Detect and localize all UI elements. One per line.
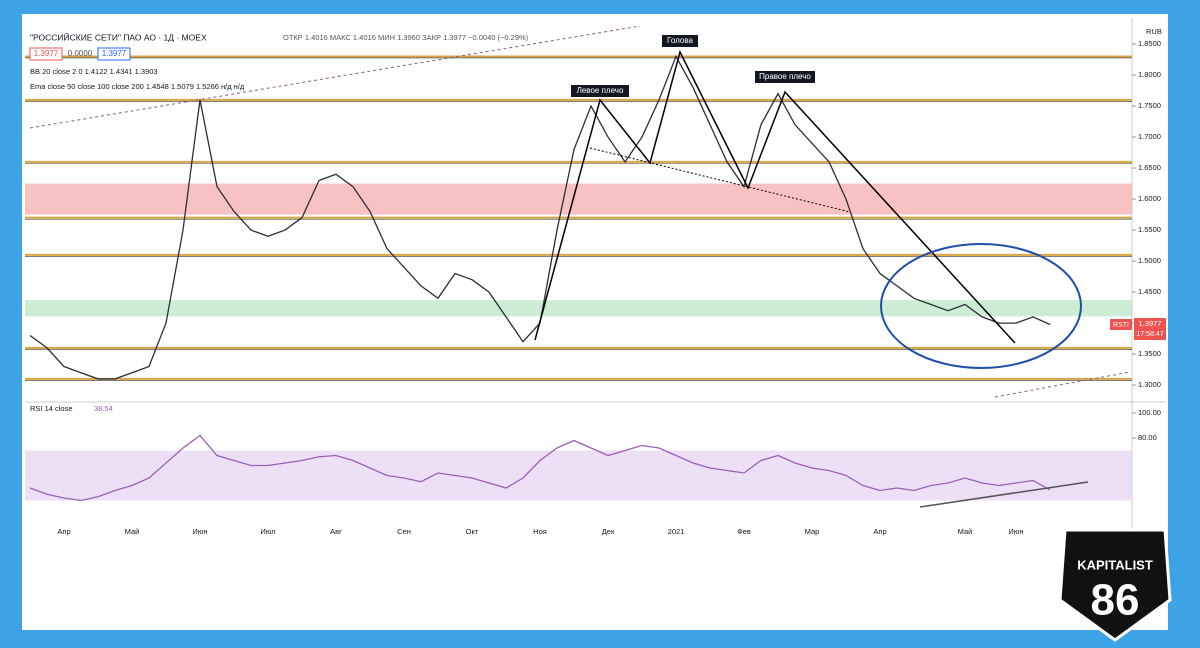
annotation: Голова [667,36,693,45]
annotation: Правое плечо [759,72,811,81]
price-line [29,434,1051,502]
x-tick-label: Июн [192,527,207,536]
ticker-tag: RSTI [1113,322,1129,329]
plot: 1.30001.35001.40001.45001.50001.55001.60… [25,18,1166,540]
bid-box[interactable] [29,47,63,61]
timer: 17:58:47 [1136,331,1163,338]
x-tick-label: Мар [805,527,820,536]
y-tick-label: 1.6000 [1138,194,1161,203]
currency: RUB [1146,27,1162,36]
x-tick-label: Апр [873,527,886,536]
x-tick-label: Фев [737,527,751,536]
logo-brand: KAPITALIST [1077,557,1153,572]
y-tick-label: 1.8500 [1138,39,1161,48]
rsi-trend-line [919,481,1089,508]
x-tick-label: Апр [57,527,70,536]
head-shoulders [534,49,1016,344]
y-tick-label: 1.3000 [1138,380,1161,389]
x-tick-label: Июл [260,527,275,536]
x-tick-label: Ноя [533,527,547,536]
annotation-box [662,35,698,47]
rsi-band [25,450,1132,501]
bid: 1.3977 [34,49,59,58]
rsi-value: 38.54 [94,404,113,413]
highlight-ellipse [880,243,1082,369]
trend-line [29,25,641,129]
x-tick-label: Авг [330,527,342,536]
y-tick-label: 1.3500 [1138,349,1161,358]
y-tick-label: 1.4500 [1138,287,1161,296]
rsi-title: RSI 14 close [30,404,73,413]
logo: KAPITALIST 86 [1058,528,1172,642]
ohlc: ОТКР 1.4016 МАКС 1.4016 МИН 1.3960 ЗАКР … [283,33,529,42]
y-tick-label: 1.7000 [1138,132,1161,141]
y-tick-label: 1.7500 [1138,101,1161,110]
y-tick-label: 1.5000 [1138,256,1161,265]
x-tick-label: Дек [602,527,615,536]
logo-shield [1058,528,1172,642]
zone [25,300,1132,317]
zone [25,183,1132,215]
y-tick-label: 1.5500 [1138,225,1161,234]
x-tick-label: Сен [397,527,411,536]
trend-line [994,371,1131,398]
x-tick-label: Июн [1008,527,1023,536]
ema-legend: Ema close 50 close 100 close 200 1.4548 … [30,82,245,91]
price-tag: 1.3977 [1139,319,1162,328]
x-tick-label: Май [958,527,973,536]
annotation: Левое плечо [577,86,624,95]
ask: 1.3977 [102,49,127,58]
bb-legend: BB 20 close 2 0 1.4122 1.4341 1.3903 [30,67,158,76]
y-tick-label: 1.6500 [1138,163,1161,172]
price-tag-box [1134,318,1166,340]
x-tick-label: Окт [466,527,479,536]
y-tick-label: 1.8000 [1138,70,1161,79]
ask-box[interactable] [97,47,131,61]
neckline [589,147,851,213]
y-tick-label: 100.00 [1138,408,1161,417]
annotation-box [571,85,629,97]
symbol: "РОССИЙСКИЕ СЕТИ" ПАО АО · 1Д · MOEX [30,31,207,42]
x-tick-label: Май [125,527,140,536]
logo-number: 86 [1091,576,1140,625]
y-tick-label: 80.00 [1138,433,1157,442]
spread: 0.0000 [68,49,93,58]
x-tick-label: 2021 [668,527,685,536]
annotations: Левое плечо Голова Правое плечо [571,35,815,97]
annotation-box [755,71,815,83]
ticker-tag-box [1110,319,1132,330]
